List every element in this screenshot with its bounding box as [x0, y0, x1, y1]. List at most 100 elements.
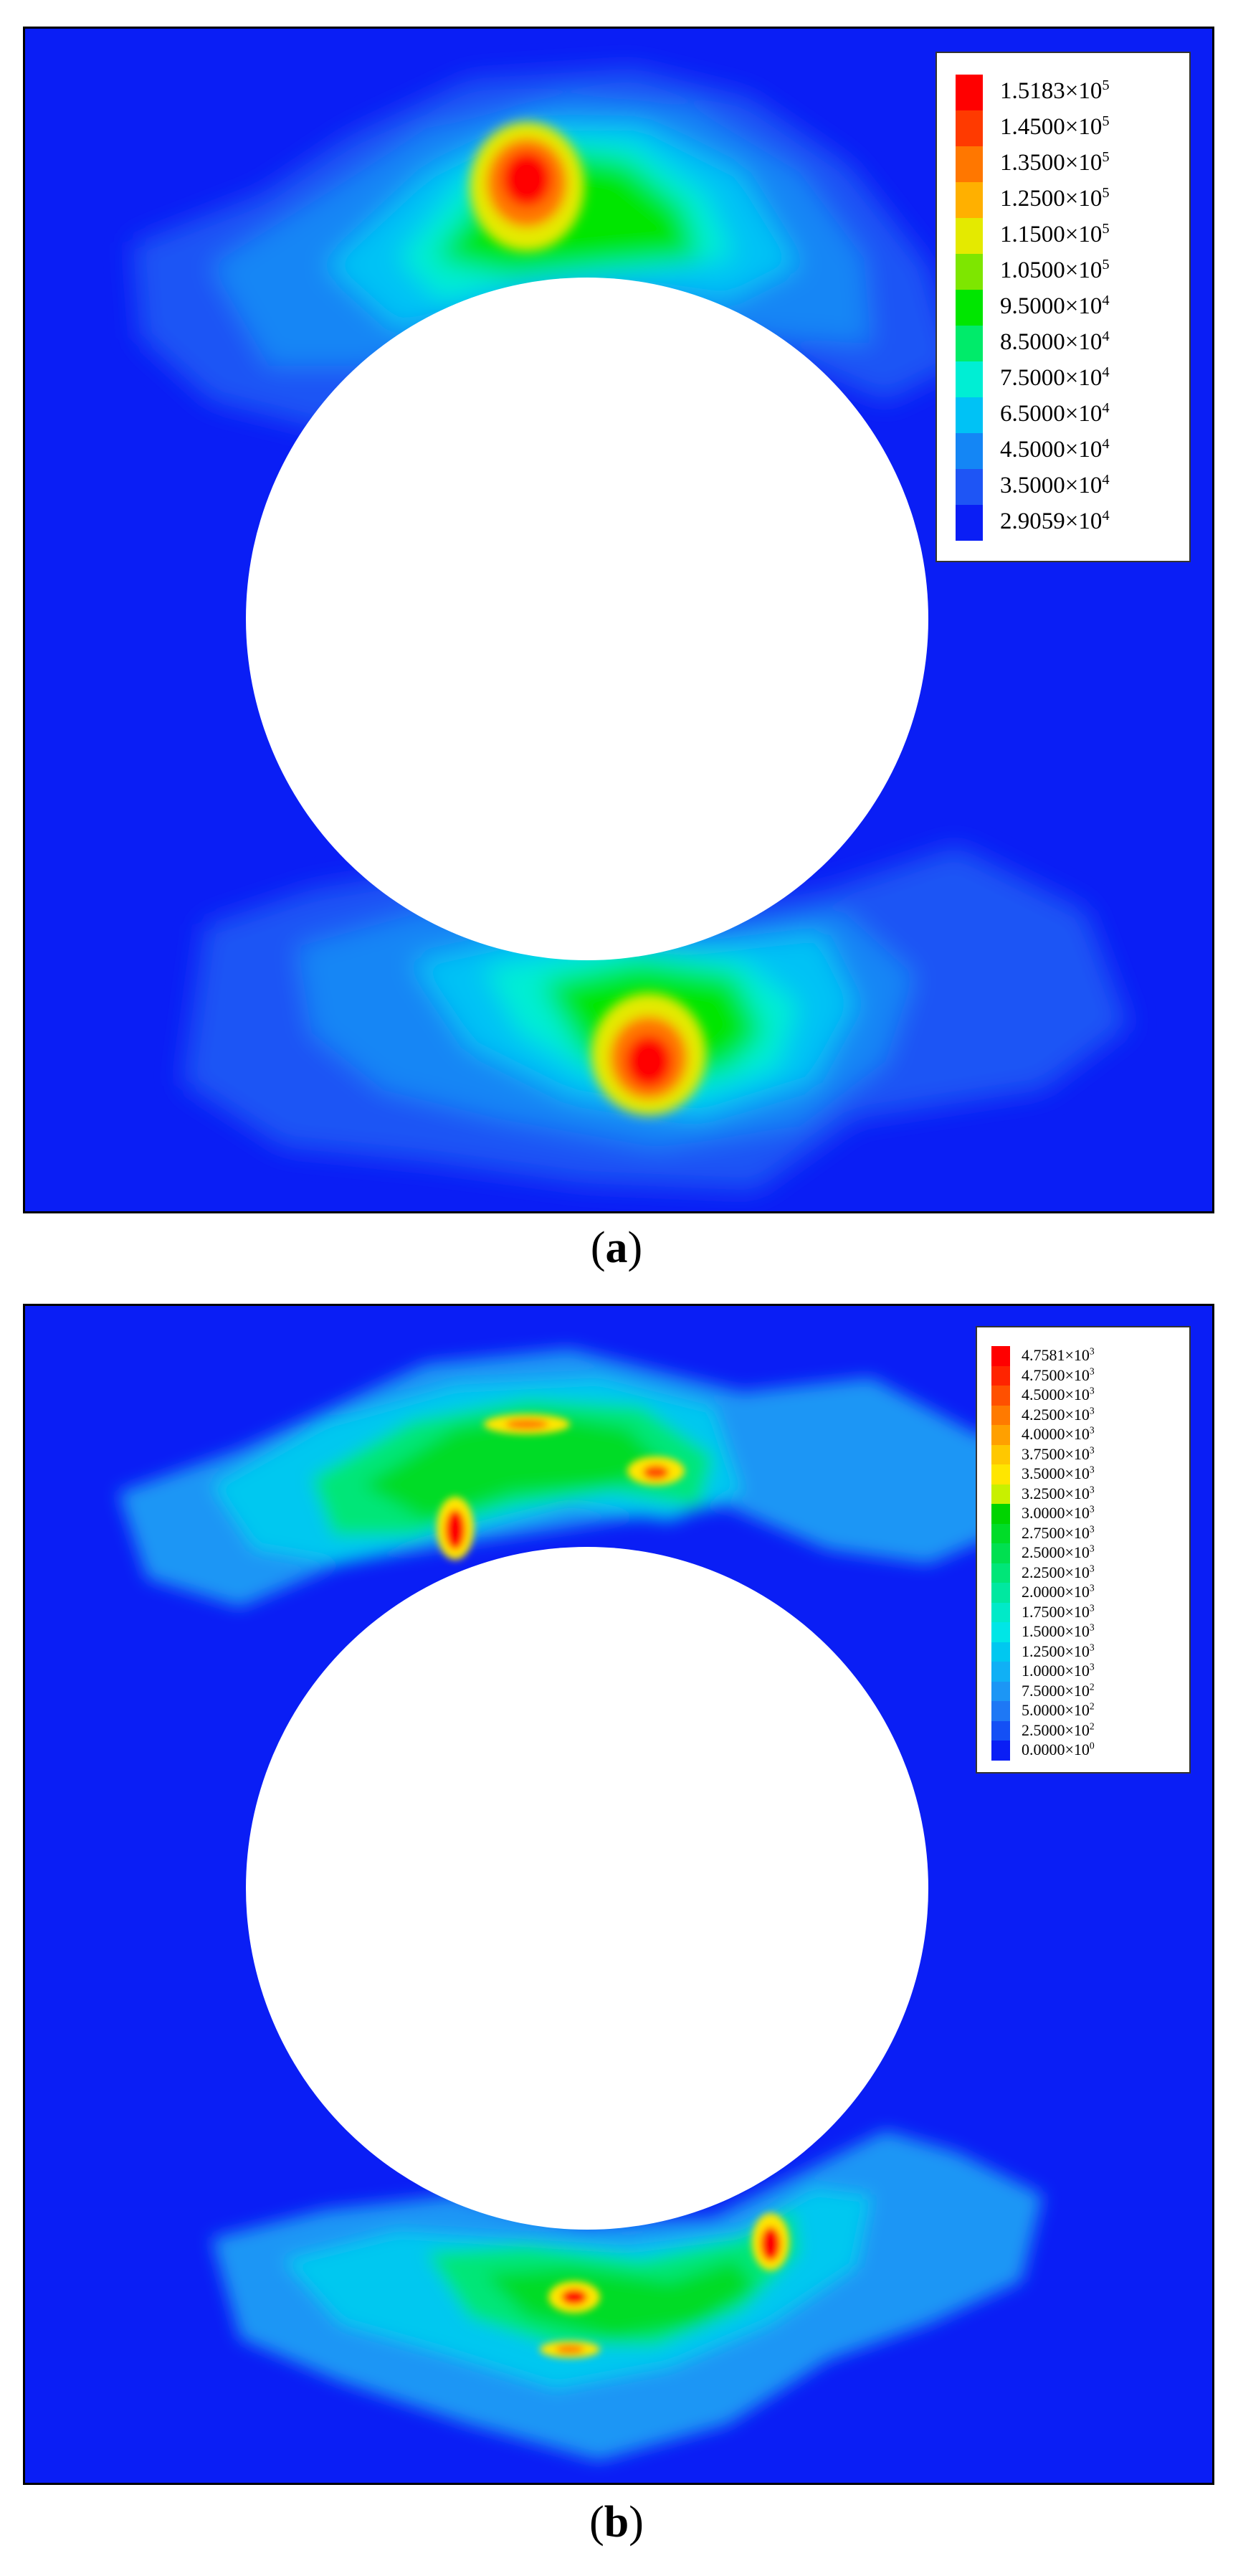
- legend-swatch: [991, 1662, 1010, 1682]
- legend-value: 1.5000×10: [1022, 1622, 1090, 1641]
- circular-hole: [246, 278, 928, 960]
- legend-swatch: [991, 1484, 1010, 1504]
- damage-peaks-b: [437, 1414, 789, 2358]
- legend-label: 2.5000×102: [1022, 1721, 1095, 1740]
- legend-value: 2.5000×10: [1022, 1543, 1090, 1562]
- legend-label: 0.0000×100: [1022, 1741, 1095, 1759]
- damage-field-upper: [118, 1349, 1065, 1607]
- legend-value: 3.0000×10: [1022, 1504, 1090, 1523]
- legend-exponent: 5: [1102, 113, 1110, 129]
- legend-exponent: 0: [1089, 1740, 1095, 1751]
- legend-exponent: 3: [1089, 1405, 1095, 1416]
- color-legend-b: 4.7581×103 4.7500×103 4.5000×103 4.2500×103…: [976, 1326, 1191, 1774]
- legend-value: 2.0000×10: [1022, 1583, 1090, 1601]
- legend-swatch: [991, 1346, 1010, 1366]
- legend-swatch: [956, 397, 983, 433]
- legend-value: 1.2500×10: [1022, 1642, 1090, 1660]
- legend-exponent: 5: [1102, 148, 1110, 165]
- legend-exponent: 3: [1089, 1444, 1095, 1456]
- legend-label: 1.4500×105: [1000, 113, 1110, 141]
- legend-value: 2.9059×10: [1000, 508, 1103, 534]
- legend-value: 1.7500×10: [1022, 1602, 1090, 1621]
- legend-value: 1.2500×10: [1000, 185, 1103, 212]
- legend-exponent: 3: [1089, 1484, 1095, 1495]
- legend-label: 4.5000×103: [1022, 1386, 1095, 1404]
- circular-hole: [246, 1547, 928, 2230]
- legend-label: 1.0000×103: [1022, 1662, 1095, 1680]
- legend-exponent: 3: [1089, 1464, 1095, 1475]
- legend-value: 4.7500×10: [1022, 1365, 1090, 1384]
- legend-exponent: 3: [1089, 1582, 1095, 1594]
- legend-exponent: 3: [1089, 1563, 1095, 1574]
- legend-exponent: 3: [1089, 1602, 1095, 1614]
- legend-value: 1.0000×10: [1022, 1662, 1090, 1680]
- legend-label: 3.7500×103: [1022, 1445, 1095, 1464]
- legend-exponent: 3: [1089, 1642, 1095, 1653]
- legend-value: 7.5000×10: [1022, 1681, 1090, 1700]
- legend-label: 2.5000×103: [1022, 1543, 1095, 1562]
- caption-b: (b): [589, 2498, 644, 2547]
- legend-swatch: [991, 1681, 1010, 1701]
- legend-exponent: 3: [1089, 1523, 1095, 1535]
- legend-label: 2.7500×103: [1022, 1524, 1095, 1543]
- legend-value: 4.7581×10: [1022, 1346, 1090, 1365]
- legend-label: 2.9059×104: [1000, 508, 1110, 535]
- legend-exponent: 3: [1089, 1661, 1095, 1672]
- legend-label: 7.5000×104: [1000, 364, 1110, 392]
- legend-label: 5.0000×102: [1022, 1701, 1095, 1720]
- legend-value: 7.5000×10: [1000, 364, 1103, 391]
- legend-label: 7.5000×102: [1022, 1682, 1095, 1700]
- legend-label: 6.5000×104: [1000, 400, 1110, 427]
- legend-label: 2.0000×103: [1022, 1583, 1095, 1601]
- legend-exponent: 3: [1089, 1365, 1095, 1377]
- legend-exponent: 4: [1102, 328, 1110, 344]
- legend-swatch: [956, 182, 983, 218]
- legend-exponent: 2: [1089, 1681, 1095, 1692]
- legend-value: 2.5000×10: [1022, 1720, 1090, 1739]
- legend-exponent: 4: [1102, 364, 1110, 380]
- legend-label: 1.2500×105: [1000, 184, 1110, 212]
- legend-swatch: [991, 1701, 1010, 1721]
- legend-value: 4.2500×10: [1022, 1405, 1090, 1424]
- legend-label: 3.2500×103: [1022, 1484, 1095, 1503]
- legend-swatch: [991, 1425, 1010, 1445]
- legend-swatch: [991, 1563, 1010, 1583]
- legend-exponent: 5: [1102, 256, 1110, 273]
- legend-swatch: [956, 254, 983, 290]
- legend-value: 1.5183×10: [1000, 77, 1103, 104]
- legend-swatch: [956, 505, 983, 541]
- legend-exponent: 4: [1102, 292, 1110, 308]
- legend-value: 1.1500×10: [1000, 221, 1103, 247]
- legend-label: 1.5000×103: [1022, 1622, 1095, 1641]
- legend-swatch: [956, 469, 983, 505]
- legend-value: 4.5000×10: [1000, 436, 1103, 463]
- stress-peaks-a: [470, 122, 706, 1115]
- legend-value: 1.0500×10: [1000, 257, 1103, 283]
- legend-swatch: [956, 110, 983, 146]
- legend-swatch: [991, 1504, 1010, 1524]
- legend-exponent: 3: [1089, 1424, 1095, 1436]
- legend-exponent: 3: [1089, 1621, 1095, 1633]
- legend-exponent: 2: [1089, 1700, 1095, 1712]
- legend-label: 4.7500×103: [1022, 1366, 1095, 1385]
- legend-exponent: 2: [1089, 1720, 1095, 1732]
- legend-label: 1.0500×105: [1000, 257, 1110, 284]
- legend-exponent: 5: [1102, 220, 1110, 237]
- legend-exponent: 5: [1102, 184, 1110, 201]
- legend-label: 1.5183×105: [1000, 77, 1110, 105]
- legend-value: 2.2500×10: [1022, 1563, 1090, 1581]
- legend-swatch: [956, 433, 983, 469]
- legend-label: 3.5000×104: [1000, 472, 1110, 499]
- legend-label: 2.2500×103: [1022, 1563, 1095, 1582]
- legend-swatch: [991, 1523, 1010, 1543]
- legend-exponent: 3: [1089, 1345, 1095, 1357]
- legend-value: 6.5000×10: [1000, 400, 1103, 427]
- legend-label: 9.5000×104: [1000, 293, 1110, 320]
- legend-value: 8.5000×10: [1000, 328, 1103, 355]
- legend-label: 8.5000×104: [1000, 328, 1110, 356]
- legend-swatch: [956, 146, 983, 182]
- legend-swatch: [991, 1642, 1010, 1662]
- legend-swatch: [991, 1365, 1010, 1386]
- legend-label: 3.0000×103: [1022, 1504, 1095, 1523]
- legend-value: 1.4500×10: [1000, 113, 1103, 140]
